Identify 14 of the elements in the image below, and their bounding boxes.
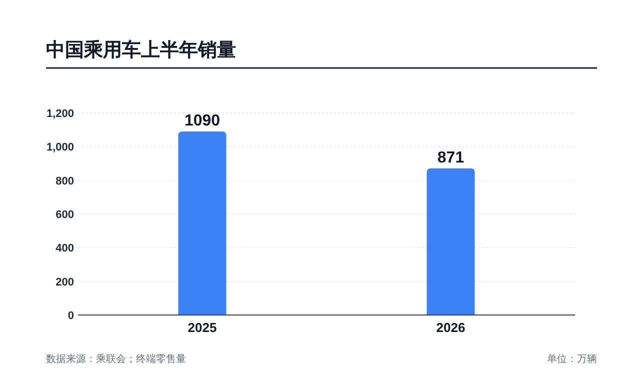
y-tick-label: 1,200 bbox=[46, 108, 74, 120]
y-tick-label: 1,000 bbox=[46, 142, 74, 154]
y-tick-label: 800 bbox=[56, 175, 74, 188]
y-tick-label: 400 bbox=[56, 242, 74, 255]
text: 单位：万辆 bbox=[547, 353, 597, 365]
x-tick-label: 2026 bbox=[436, 320, 466, 335]
y-tick-label: 600 bbox=[56, 209, 74, 221]
data-label: 871 bbox=[437, 149, 464, 166]
data-label: 1090 bbox=[184, 112, 220, 130]
x-tick-label: 2025 bbox=[188, 320, 217, 335]
chart-title: 中国乘用车上半年销量 bbox=[46, 39, 236, 61]
source-note: 数据来源：乘联会；终端零售量 bbox=[46, 353, 186, 365]
y-tick-label: 200 bbox=[56, 276, 74, 288]
y-tick-label: 0 bbox=[68, 310, 74, 322]
